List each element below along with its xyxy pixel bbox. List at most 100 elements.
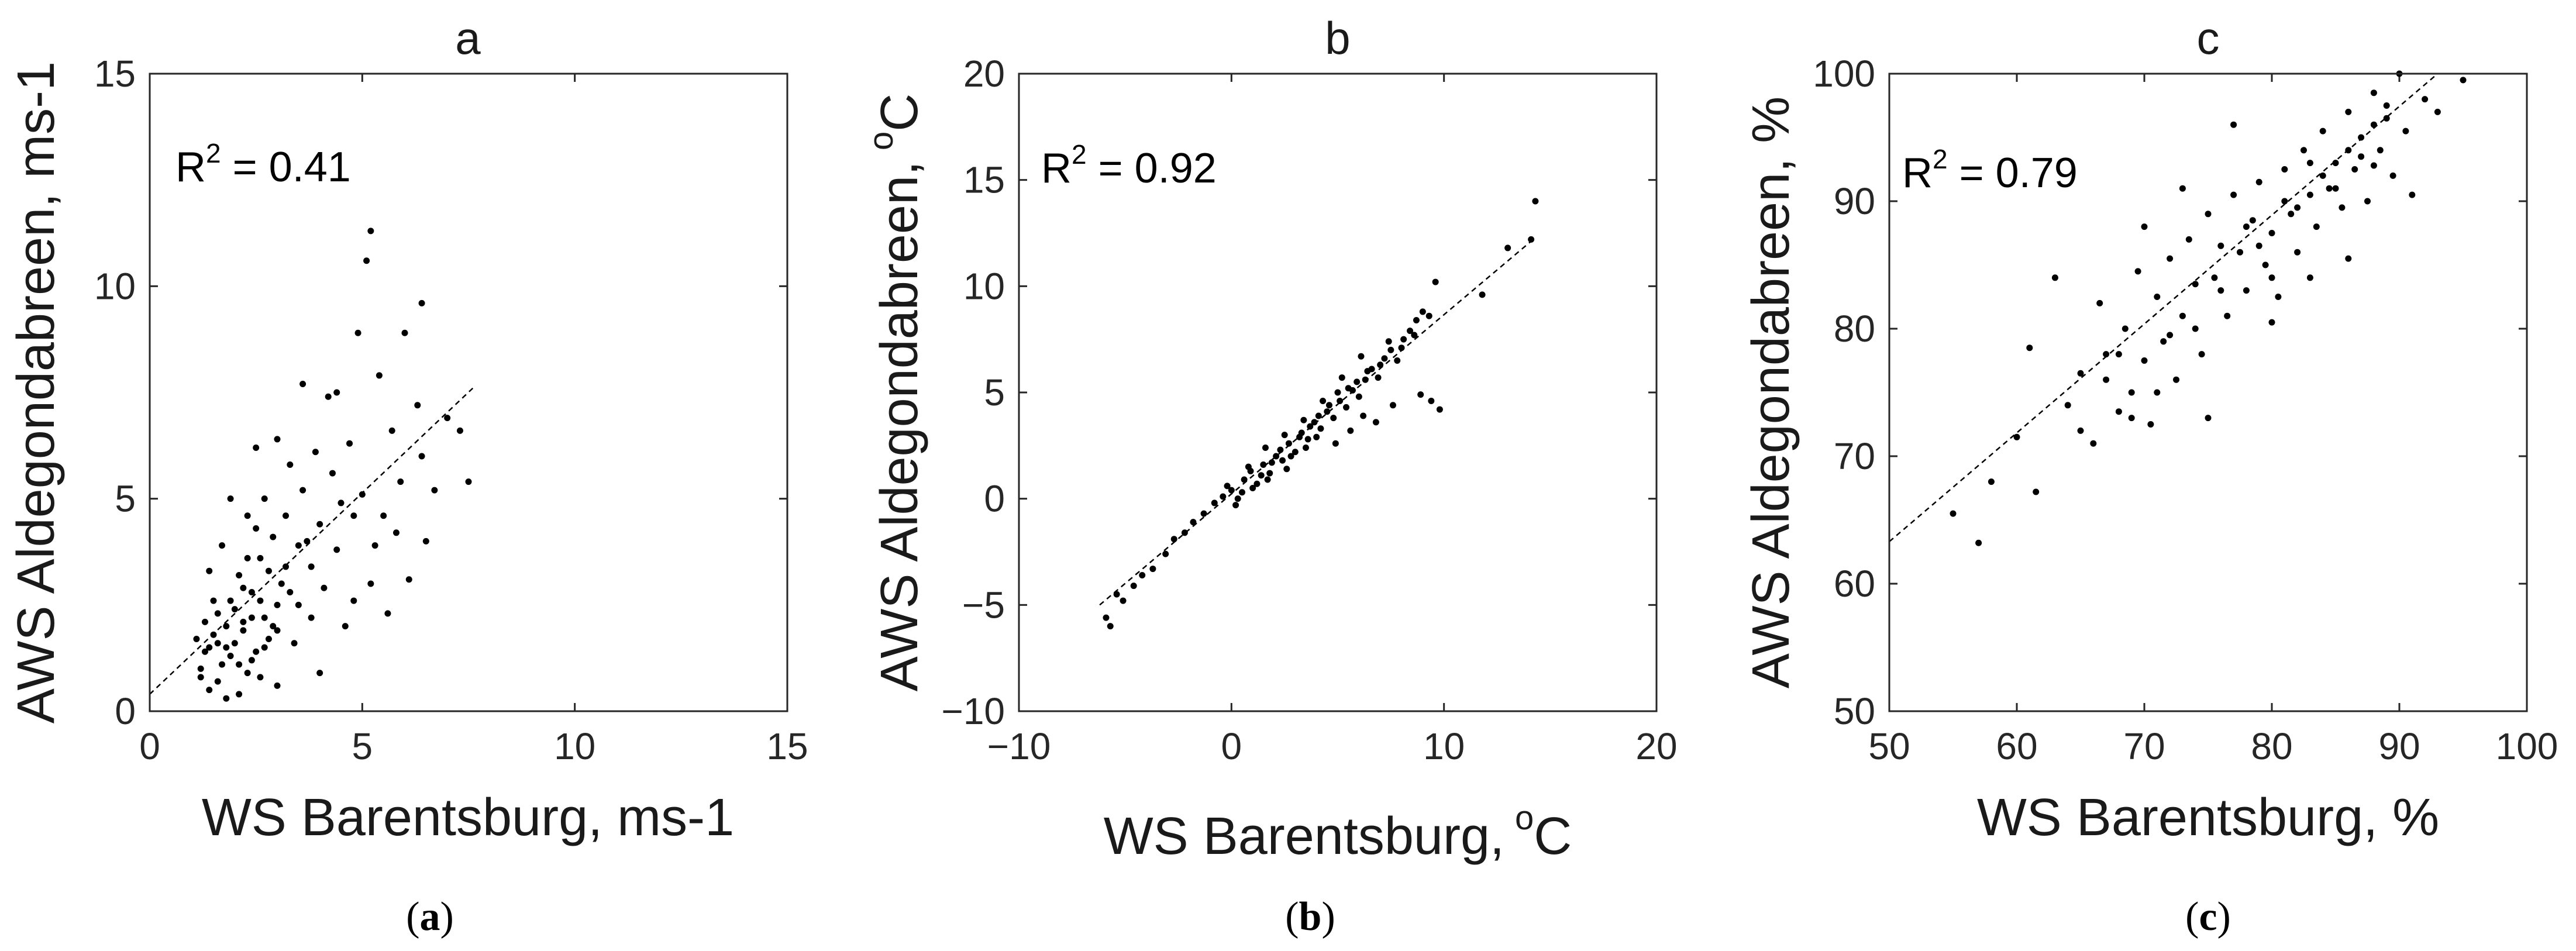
panel-a-points xyxy=(193,228,472,702)
panel-a-point xyxy=(295,601,302,608)
panel-a-point xyxy=(414,402,421,409)
panel-b-point xyxy=(1220,493,1227,500)
panel-c-point xyxy=(2281,166,2288,173)
panel-c-point xyxy=(2237,249,2243,256)
panel-c-point xyxy=(2370,121,2377,128)
panel-a-point xyxy=(299,380,306,387)
panel-a-point xyxy=(257,554,264,561)
panel-a-point xyxy=(329,470,336,477)
panel-a-point xyxy=(223,695,230,702)
panel-c-point xyxy=(2141,223,2148,230)
panel-a-point xyxy=(431,487,438,494)
panel-a-point xyxy=(367,580,374,587)
panel-a-ytick-label: 0 xyxy=(115,690,136,732)
panel-c-point xyxy=(2268,274,2275,281)
panel-b-point xyxy=(1113,591,1120,598)
panel-b-point xyxy=(1211,499,1218,506)
panel-a-point xyxy=(197,674,204,681)
panel-c-point xyxy=(2205,211,2212,218)
panel-a-point xyxy=(321,584,328,591)
panel-b-point xyxy=(1139,571,1146,578)
panel-a-point xyxy=(422,537,429,545)
panel-a-point xyxy=(219,542,226,549)
panel-a-point xyxy=(201,648,208,655)
panel-b-point xyxy=(1273,453,1280,460)
panel-c-point xyxy=(2115,408,2122,415)
panel-c-ytick-label: 60 xyxy=(1834,563,1875,605)
panel-b-point xyxy=(1103,614,1110,621)
panel-c-point xyxy=(2013,433,2020,440)
panel-c-point xyxy=(2460,77,2467,84)
panel-a-point xyxy=(346,440,353,447)
panel-a-point xyxy=(248,657,255,664)
panel-b-point xyxy=(1266,470,1273,477)
caption-b-letter: b xyxy=(1299,894,1322,939)
panel-a-point xyxy=(388,427,395,434)
panel-c-point xyxy=(2243,287,2250,294)
panel-a-xtick-label: 10 xyxy=(554,725,595,767)
panel-b-point xyxy=(1334,389,1341,396)
panel-b-ytick-label: 5 xyxy=(984,371,1005,414)
panel-c-point xyxy=(2319,172,2326,179)
panel-a-point xyxy=(270,623,277,630)
panel-c-point xyxy=(2364,198,2371,205)
panel-b-point xyxy=(1362,376,1369,383)
panel-b-point xyxy=(1387,346,1394,353)
panel-a-point xyxy=(308,563,315,570)
panel-b-point xyxy=(1239,489,1245,496)
panel-b-point xyxy=(1360,412,1367,419)
panel-c-point xyxy=(2096,299,2103,306)
panel-b-xtick-label: −10 xyxy=(987,725,1051,767)
panel-a-point xyxy=(231,606,238,613)
panel-c-point xyxy=(2306,274,2313,281)
panel-c-point xyxy=(2051,274,2058,281)
panel-b-point xyxy=(1394,357,1401,364)
panel-b-point xyxy=(1330,415,1337,422)
panel-a-point xyxy=(223,644,230,651)
panel-a-point xyxy=(244,512,251,519)
panel-a-xtick-label: 5 xyxy=(352,725,373,767)
panel-c-point xyxy=(2275,294,2282,300)
panel-a-point xyxy=(371,542,378,549)
panel-c-point xyxy=(2409,191,2416,198)
panel-a-point xyxy=(274,601,281,608)
panel-c-point xyxy=(2217,287,2224,294)
panel-a-point xyxy=(270,533,277,540)
panel-a-point xyxy=(418,453,425,460)
panel-c-point xyxy=(2294,204,2301,211)
panel-c-point xyxy=(2358,134,2365,141)
panel-a-point xyxy=(227,597,234,604)
panel-a-point xyxy=(261,644,268,651)
panel-c-xtick-label: 70 xyxy=(2123,725,2165,767)
panel-a-r2-value: = 0.41 xyxy=(233,144,351,191)
panel-c-xtick-label: 100 xyxy=(2496,725,2558,767)
panel-c-point xyxy=(2319,128,2326,135)
panel-b-point xyxy=(1407,328,1414,335)
panel-b-point xyxy=(1232,502,1239,509)
panel-a-point xyxy=(380,512,387,519)
panel-a-point xyxy=(325,393,332,400)
panel-a-point xyxy=(201,618,208,625)
panel-a-point xyxy=(405,576,412,583)
panel-b-ticks: −10 0 10 20 −10 −5 0 5 10 15 20 xyxy=(941,53,1677,767)
panel-b-point xyxy=(1303,444,1309,451)
panel-a-point xyxy=(376,372,383,379)
panel-b-point xyxy=(1324,408,1331,415)
panel-b-ytick-label: −10 xyxy=(941,690,1005,732)
panel-b-point xyxy=(1372,419,1379,426)
panel-b-frame xyxy=(1018,73,1658,712)
panel-b-point xyxy=(1300,416,1307,423)
panel-b-point xyxy=(1170,536,1177,543)
panel-b-point xyxy=(1528,236,1535,243)
panel-c-point xyxy=(2434,108,2441,115)
panel-a-point xyxy=(253,444,260,451)
panel-a-point xyxy=(316,521,323,528)
panel-c-xlabel: WS Barentsburg, % xyxy=(1977,788,2439,847)
panel-c-point xyxy=(2268,319,2275,326)
panel-b-point xyxy=(1479,291,1486,298)
panel-a-point xyxy=(363,257,370,264)
panel-b-point xyxy=(1364,368,1371,375)
panel-c-point xyxy=(2345,255,2352,262)
panel-b-point xyxy=(1413,316,1420,323)
panel-b-point xyxy=(1253,480,1261,487)
